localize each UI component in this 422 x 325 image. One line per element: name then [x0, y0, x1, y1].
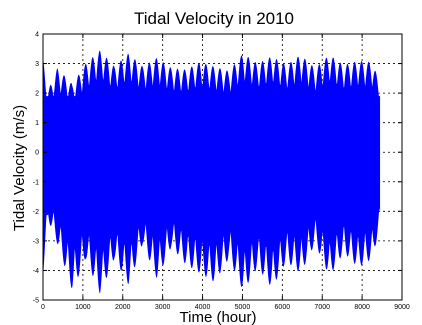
velocity-envelope — [43, 50, 381, 294]
y-axis-label: Tidal Velocity (m/s) — [11, 105, 28, 231]
x-axis-ticks: 0 1000 2000 3000 4000 5000 6000 7000 8000 9000 — [41, 34, 410, 311]
x-axis-label: Time (hour) — [180, 309, 257, 325]
y-tick-label: 1 — [35, 120, 39, 127]
x-tick-label: 6000 — [275, 304, 291, 311]
y-tick-label: -1 — [33, 179, 39, 186]
y-tick-label: 2 — [35, 91, 39, 98]
y-tick-label: -5 — [33, 298, 39, 305]
x-tick-label: 3000 — [155, 304, 171, 311]
x-tick-label: 1000 — [75, 304, 91, 311]
y-tick-label: -4 — [33, 268, 39, 275]
x-tick-label: 8000 — [354, 304, 370, 311]
x-tick-label: 9000 — [394, 304, 410, 311]
y-tick-label: 3 — [35, 61, 39, 68]
y-axis-ticks: -5 -4 -3 -2 -1 0 1 2 3 4 — [33, 32, 402, 305]
y-tick-label: 4 — [35, 32, 39, 39]
plot-frame — [42, 33, 403, 301]
y-tick-label: -3 — [33, 238, 39, 245]
x-tick-label: 7000 — [314, 304, 330, 311]
chart-title: Tidal Velocity in 2010 — [134, 9, 294, 28]
x-tick-label: 0 — [41, 304, 45, 311]
x-tick-label: 5000 — [235, 304, 251, 311]
y-tick-label: 0 — [35, 150, 39, 157]
x-tick-label: 4000 — [195, 304, 211, 311]
y-tick-label: -2 — [33, 209, 39, 216]
x-tick-label: 2000 — [115, 304, 131, 311]
